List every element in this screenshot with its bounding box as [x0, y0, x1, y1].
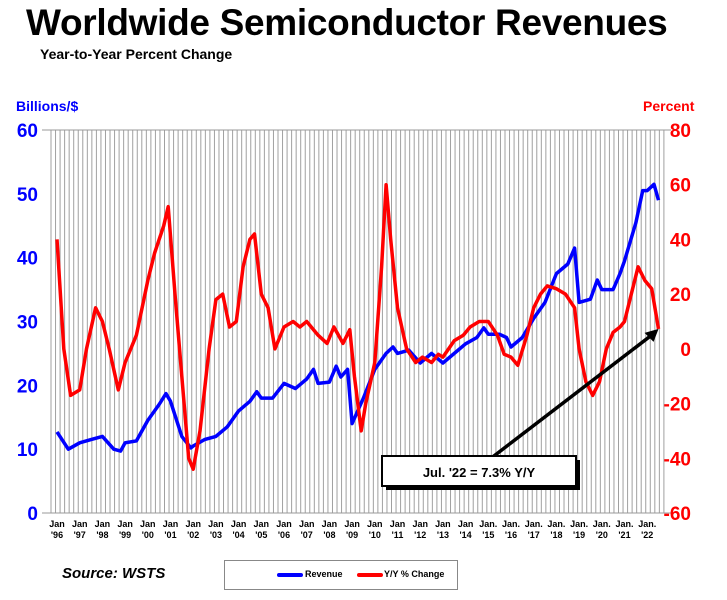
- x-tick-label: Jan.: [570, 519, 588, 529]
- x-tick-label: Jan: [163, 519, 179, 529]
- left-axis-label: Billions/$: [16, 98, 79, 114]
- x-tick-label-year: '02: [187, 530, 199, 540]
- x-tick-label-year: '08: [323, 530, 335, 540]
- x-tick-label: Jan.: [638, 519, 656, 529]
- legend-swatch-revenue: [277, 573, 303, 577]
- x-tick-label: Jan: [185, 519, 201, 529]
- x-tick-label: Jan: [367, 519, 383, 529]
- x-tick-label: Jan.: [479, 519, 497, 529]
- x-tick-label: Jan: [117, 519, 133, 529]
- right-tick-label: 20: [670, 285, 691, 306]
- left-tick-label: 20: [17, 376, 38, 397]
- right-tick-label: 80: [670, 121, 691, 142]
- revenue-line: [55, 182, 661, 453]
- x-tick-label: Jan.: [547, 519, 565, 529]
- right-axis-label: Percent: [643, 98, 695, 114]
- x-tick-label: Jan: [95, 519, 111, 529]
- x-tick-label-year: '20: [596, 530, 608, 540]
- right-tick-label: 40: [670, 230, 691, 251]
- x-tick-label-year: '14: [460, 530, 472, 540]
- legend: Revenue Y/Y % Change: [224, 560, 458, 590]
- x-tick-label: Jan: [208, 519, 224, 529]
- x-tick-label-year: '09: [346, 530, 358, 540]
- x-tick-label-year: '01: [164, 530, 176, 540]
- x-tick-label: Jan: [322, 519, 338, 529]
- left-tick-label: 10: [17, 440, 38, 461]
- annotation-arrowhead: [644, 328, 659, 342]
- x-tick-label: Jan: [435, 519, 451, 529]
- x-tick-label-year: '15: [482, 530, 494, 540]
- annotation-arrow: [488, 331, 656, 461]
- x-tick-label-year: '99: [119, 530, 131, 540]
- x-tick-label-year: '18: [550, 530, 562, 540]
- chart-title: Worldwide Semiconductor Revenues: [26, 2, 668, 43]
- legend-swatch-yoy: [357, 573, 383, 577]
- x-tick-label: Jan: [49, 519, 65, 529]
- left-tick-label: 60: [17, 121, 38, 142]
- x-tick-label: Jan: [72, 519, 88, 529]
- x-tick-label-year: '12: [414, 530, 426, 540]
- x-tick-label-year: '00: [142, 530, 154, 540]
- annotation-box: [381, 455, 577, 487]
- x-tick-label-year: '11: [392, 530, 404, 540]
- x-tick-label: Jan.: [525, 519, 543, 529]
- right-tick-label: -40: [664, 449, 691, 470]
- source-note: Source: WSTS: [62, 565, 166, 582]
- x-tick-label: Jan: [412, 519, 428, 529]
- x-tick-label: Jan: [231, 519, 247, 529]
- x-tick-label: Jan: [299, 519, 315, 529]
- right-tick-label: 60: [670, 176, 691, 197]
- right-tick-label: -20: [664, 395, 691, 416]
- x-tick-label-year: '06: [278, 530, 290, 540]
- x-tick-label-year: '17: [528, 530, 540, 540]
- left-tick-label: 0: [27, 504, 38, 525]
- yoy-change-line: [55, 182, 661, 471]
- x-tick-label-year: '16: [505, 530, 517, 540]
- x-tick-label-year: '07: [301, 530, 313, 540]
- left-tick-label: 30: [17, 313, 38, 334]
- annotation-text: Jul. '22 = 7.3% Y/Y: [423, 465, 536, 480]
- x-tick-label-year: '04: [233, 530, 245, 540]
- x-tick-label: Jan: [458, 519, 474, 529]
- x-tick-label: Jan: [344, 519, 360, 529]
- x-tick-label-year: '13: [437, 530, 449, 540]
- x-tick-label: Jan.: [593, 519, 611, 529]
- x-tick-label: Jan: [390, 519, 406, 529]
- x-tick-label-year: '22: [641, 530, 653, 540]
- right-tick-label: -60: [664, 504, 691, 525]
- x-tick-label-year: '19: [573, 530, 585, 540]
- x-tick-label-year: '05: [255, 530, 267, 540]
- x-tick-label: Jan.: [615, 519, 633, 529]
- legend-label-yoy: Y/Y % Change: [384, 569, 445, 579]
- chart-subtitle: Year-to-Year Percent Change: [40, 46, 233, 62]
- x-tick-label-year: '98: [96, 530, 108, 540]
- x-tick-label-year: '21: [618, 530, 630, 540]
- x-tick-label-year: '96: [51, 530, 63, 540]
- legend-label-revenue: Revenue: [305, 569, 343, 579]
- right-tick-label: 0: [680, 340, 691, 361]
- x-tick-label-year: '10: [369, 530, 381, 540]
- left-tick-label: 40: [17, 249, 38, 270]
- x-tick-label: Jan.: [502, 519, 520, 529]
- left-tick-label: 50: [17, 185, 38, 206]
- x-tick-label: Jan: [254, 519, 270, 529]
- x-tick-label-year: '03: [210, 530, 222, 540]
- x-tick-label: Jan: [276, 519, 292, 529]
- x-tick-label-year: '97: [74, 530, 86, 540]
- x-tick-label: Jan: [140, 519, 156, 529]
